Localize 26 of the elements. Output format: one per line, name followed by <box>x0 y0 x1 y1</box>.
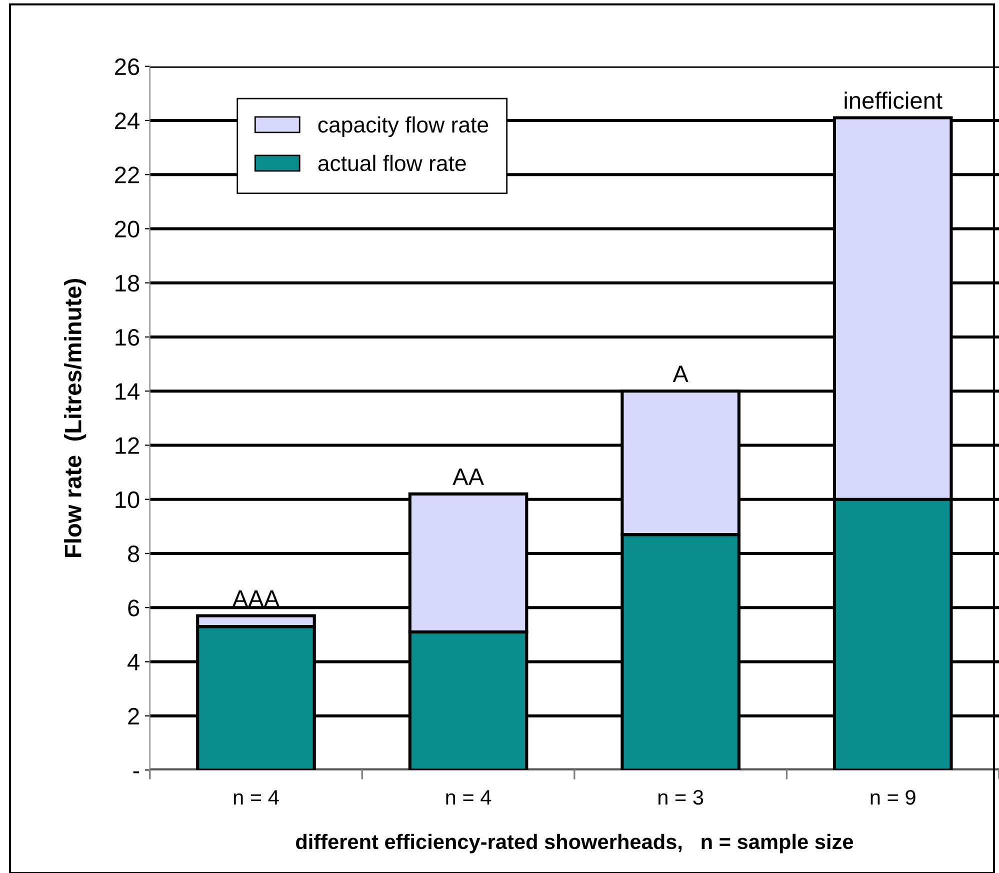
y-tick-label: 6 <box>128 600 140 616</box>
x-tick-label: n = 3 <box>658 790 704 805</box>
annotation: inefficient <box>844 92 942 109</box>
y-tick-label: 24 <box>115 112 140 130</box>
x-axis-title: different efficiency-rated showerheads, n = sample size <box>296 834 854 854</box>
y-tick-label: 14 <box>116 383 140 400</box>
y-tick-label: 26 <box>115 58 140 76</box>
annotation: AAA <box>232 590 280 607</box>
x-tick-label: n = 4 <box>446 790 492 805</box>
y-tick-label: 4 <box>128 654 140 670</box>
y-tick-label: 2 <box>128 708 139 724</box>
legend-label: capacity flow rate <box>318 116 488 138</box>
x-tick-label: n = 4 <box>234 790 279 805</box>
x-tick-label: n = 9 <box>870 790 916 805</box>
y-axis-title: Flow rate (Litres/minute) <box>64 278 86 557</box>
y-tick-label: 16 <box>116 329 140 346</box>
y-tick-label: 20 <box>115 220 140 238</box>
legend-label: actual flow rate <box>318 154 466 172</box>
y-tick-label: 10 <box>116 491 140 508</box>
annotation: AA <box>452 468 484 485</box>
y-tick-label: - <box>133 771 140 774</box>
y-tick-label: 18 <box>116 274 140 292</box>
y-tick-label: 22 <box>115 166 139 184</box>
y-tick-label: 12 <box>116 437 139 454</box>
annotation: A <box>672 366 688 382</box>
y-tick-label: 8 <box>128 546 140 562</box>
